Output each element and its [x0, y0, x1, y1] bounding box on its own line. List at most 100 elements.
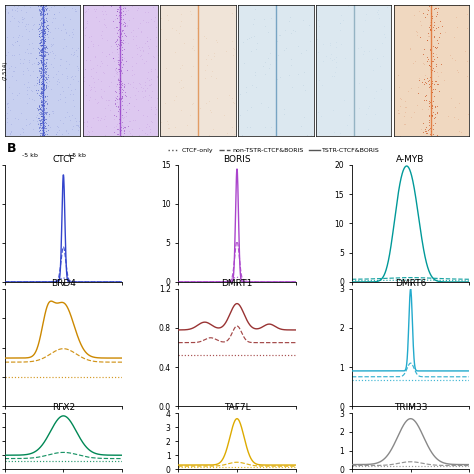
Point [41, 76, 49, 84]
Point [47, 42, 55, 50]
Point [426, 63, 434, 70]
Point [29, 67, 37, 75]
Point [433, 4, 440, 12]
Point [430, 21, 438, 29]
Point [92, 13, 100, 20]
Point [265, 64, 273, 72]
Point [128, 28, 135, 36]
Point [63, 43, 70, 50]
Point [118, 68, 126, 76]
Point [432, 113, 439, 120]
Point [45, 127, 52, 134]
Point [38, 4, 46, 12]
Point [39, 65, 46, 73]
Point [116, 67, 123, 74]
Point [433, 8, 440, 16]
Point [40, 74, 47, 82]
Point [117, 38, 125, 46]
Point [204, 62, 211, 69]
Point [39, 50, 47, 58]
Point [40, 29, 47, 36]
Point [38, 72, 46, 79]
Point [249, 20, 256, 27]
Point [13, 37, 20, 45]
Point [82, 7, 90, 14]
Point [20, 55, 28, 63]
Point [43, 48, 51, 56]
Point [41, 93, 49, 101]
Point [328, 73, 336, 80]
Point [40, 22, 47, 29]
Point [287, 29, 295, 37]
Point [3, 118, 11, 126]
Point [38, 28, 46, 36]
Point [108, 2, 115, 9]
Point [298, 122, 305, 130]
Point [428, 57, 436, 64]
Point [116, 89, 124, 96]
Point [138, 127, 146, 134]
Point [115, 115, 123, 123]
Point [40, 19, 48, 27]
Point [25, 58, 33, 66]
Point [125, 99, 132, 107]
Point [118, 111, 126, 118]
Point [356, 80, 363, 87]
Point [36, 95, 44, 102]
Point [37, 68, 45, 76]
Point [429, 130, 437, 137]
Point [49, 109, 57, 117]
Point [39, 82, 46, 90]
Point [142, 79, 149, 86]
Point [117, 81, 125, 88]
Point [120, 123, 128, 130]
Point [427, 65, 435, 73]
Text: B: B [7, 142, 17, 155]
Point [111, 93, 119, 100]
Point [38, 46, 46, 53]
Point [68, 44, 76, 52]
Point [421, 71, 429, 79]
Point [38, 126, 46, 133]
Point [86, 93, 94, 100]
Point [118, 33, 126, 40]
Point [141, 87, 149, 95]
Point [37, 81, 45, 88]
Point [116, 56, 124, 64]
Point [406, 46, 413, 53]
Point [46, 112, 53, 120]
Point [264, 103, 272, 111]
Point [42, 58, 50, 65]
Point [38, 14, 46, 22]
Point [41, 5, 48, 13]
Point [113, 5, 120, 12]
Point [41, 47, 49, 55]
Point [423, 129, 430, 137]
Point [427, 46, 434, 53]
Point [39, 21, 46, 29]
Point [10, 68, 18, 75]
Point [242, 88, 250, 96]
Point [38, 59, 46, 66]
Point [40, 122, 47, 129]
Point [35, 78, 43, 86]
Point [44, 73, 52, 81]
Point [37, 59, 45, 67]
Point [39, 89, 47, 97]
Point [43, 2, 50, 9]
Point [48, 107, 55, 115]
Point [36, 39, 43, 47]
Point [113, 14, 121, 21]
Point [36, 38, 44, 46]
Point [144, 84, 151, 92]
Point [118, 69, 126, 77]
Point [100, 2, 107, 10]
Point [38, 51, 46, 59]
Point [272, 27, 280, 35]
Point [119, 125, 127, 132]
Point [42, 31, 49, 39]
Point [40, 17, 47, 25]
Point [113, 121, 120, 128]
Point [39, 9, 47, 17]
Point [39, 82, 47, 90]
